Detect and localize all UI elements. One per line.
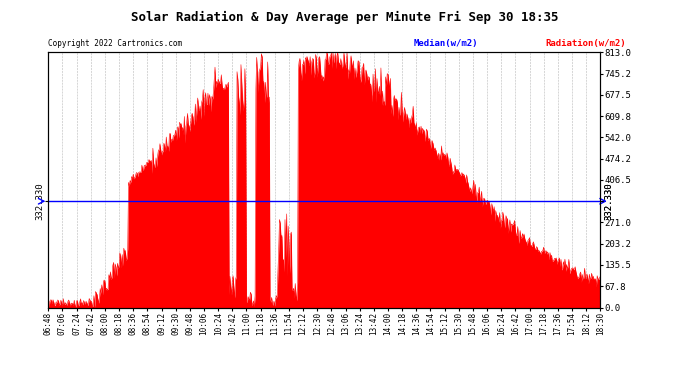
Text: Solar Radiation & Day Average per Minute Fri Sep 30 18:35: Solar Radiation & Day Average per Minute… xyxy=(131,11,559,24)
Text: Copyright 2022 Cartronics.com: Copyright 2022 Cartronics.com xyxy=(48,39,182,48)
Text: Median(w/m2): Median(w/m2) xyxy=(414,39,478,48)
Text: Radiation(w/m2): Radiation(w/m2) xyxy=(545,39,626,48)
